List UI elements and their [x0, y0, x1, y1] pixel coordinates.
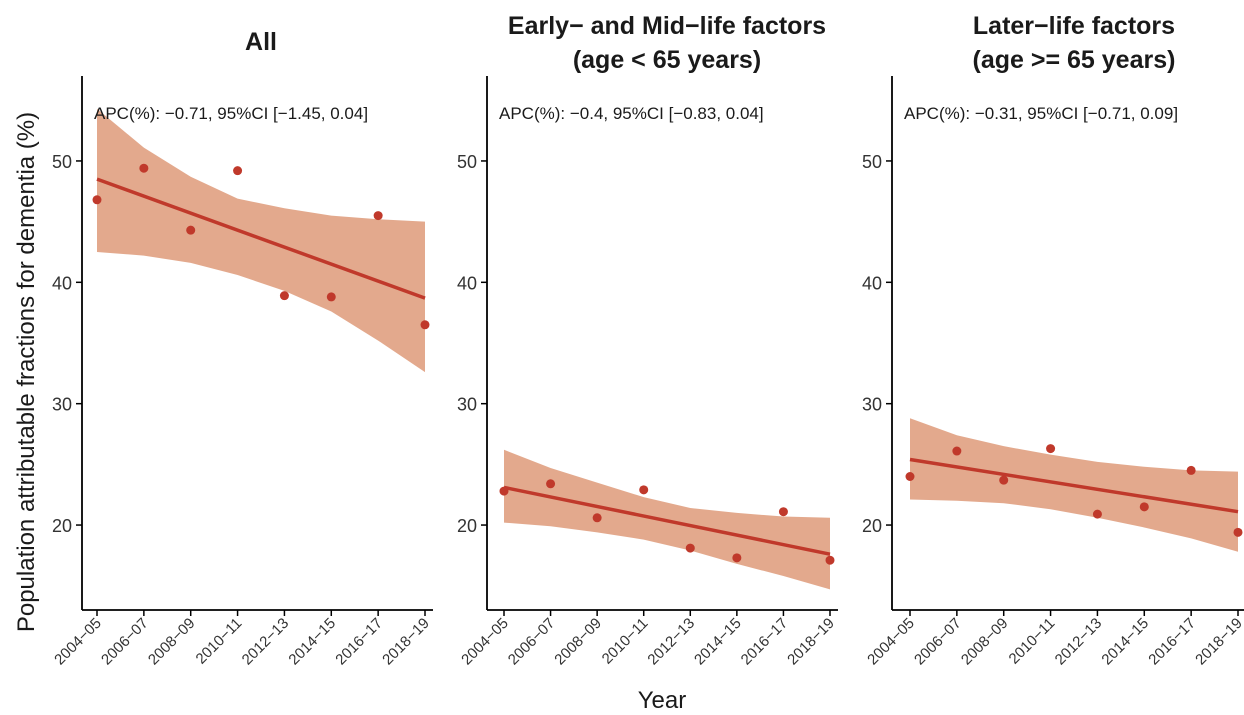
y-tick-label: 40	[52, 273, 72, 293]
y-tick-label: 40	[457, 273, 477, 293]
data-point	[1046, 444, 1055, 453]
panel-2: Early− and Mid−life factors (age < 65 yea…	[457, 12, 838, 668]
apc-annotation: APC(%): −0.4, 95%CI [−0.83, 0.04]	[499, 104, 764, 123]
y-tick-label: 20	[457, 516, 477, 536]
y-tick-label: 50	[52, 152, 72, 172]
x-axis-title: Year	[638, 687, 687, 710]
x-tick-label: 2004−05	[864, 615, 918, 669]
x-tick-label: 2018−19	[379, 615, 433, 669]
data-point	[639, 485, 648, 494]
panel-title: Later−life factors	[973, 12, 1175, 40]
y-tick-label: 30	[457, 395, 477, 415]
x-tick-label: 2018−19	[784, 615, 838, 669]
data-point	[826, 556, 835, 565]
apc-annotation: APC(%): −0.71, 95%CI [−1.45, 0.04]	[94, 104, 368, 123]
x-tick-label: 2008−09	[145, 615, 199, 669]
data-point	[546, 479, 555, 488]
y-tick-label: 30	[862, 395, 882, 415]
apc-annotation: APC(%): −0.31, 95%CI [−0.71, 0.09]	[904, 104, 1178, 123]
data-point	[952, 447, 961, 456]
y-tick-label: 20	[862, 516, 882, 536]
x-tick-label: 2010−11	[599, 615, 652, 668]
x-tick-label: 2006−07	[911, 615, 965, 669]
data-point	[186, 226, 195, 235]
x-tick-label: 2010−11	[1006, 615, 1059, 668]
data-point	[500, 487, 509, 496]
data-point	[999, 476, 1008, 485]
x-tick-label: 2012−13	[1052, 615, 1106, 669]
data-point	[1234, 528, 1243, 537]
data-point	[686, 544, 695, 553]
x-tick-label: 2006−07	[505, 615, 559, 669]
x-tick-label: 2016−17	[738, 615, 792, 669]
x-tick-label: 2004−05	[51, 615, 105, 669]
data-point	[280, 291, 289, 300]
x-tick-label: 2014−15	[691, 615, 745, 669]
panel-title: (age < 65 years)	[573, 46, 761, 74]
data-point	[732, 553, 741, 562]
panel-title: All	[245, 28, 277, 56]
data-point	[421, 320, 430, 329]
data-point	[139, 164, 148, 173]
data-point	[1093, 510, 1102, 519]
data-point	[1187, 466, 1196, 475]
panel-title: (age >= 65 years)	[973, 46, 1176, 74]
x-tick-label: 2018−19	[1192, 615, 1244, 669]
panel-title: Early− and Mid−life factors	[508, 12, 826, 40]
panel-1: All203040502004−052006−072008−092010−112…	[51, 28, 433, 668]
x-tick-label: 2006−07	[98, 615, 152, 669]
data-point	[593, 513, 602, 522]
x-tick-label: 2016−17	[1145, 615, 1199, 669]
data-point	[906, 472, 915, 481]
data-point	[374, 211, 383, 220]
x-tick-label: 2012−13	[644, 615, 698, 669]
x-tick-label: 2016−17	[332, 615, 386, 669]
x-tick-label: 2014−15	[285, 615, 339, 669]
data-point	[779, 507, 788, 516]
x-tick-label: 2012−13	[239, 615, 293, 669]
y-tick-label: 40	[862, 273, 882, 293]
y-tick-label: 30	[52, 395, 72, 415]
x-tick-label: 2010−11	[193, 615, 246, 668]
data-point	[233, 166, 242, 175]
panel-3: Later−life factors (age >= 65 years) 20 30 4…	[862, 12, 1244, 668]
y-tick-label: 50	[457, 152, 477, 172]
x-tick-label: 2008−09	[958, 615, 1012, 669]
x-tick-label: 2004−05	[458, 615, 512, 669]
data-point	[93, 195, 102, 204]
y-tick-label: 20	[52, 516, 72, 536]
data-point	[327, 292, 336, 301]
data-point	[1140, 502, 1149, 511]
x-tick-label: 2008−09	[551, 615, 605, 669]
y-tick-label: 50	[862, 152, 882, 172]
y-axis-title: Population attributable fractions for de…	[13, 112, 40, 632]
x-tick-label: 2014−15	[1098, 615, 1152, 669]
